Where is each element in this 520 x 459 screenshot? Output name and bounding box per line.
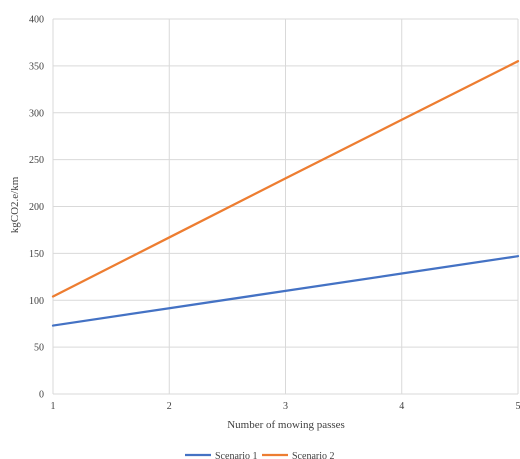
- y-tick-label: 300: [29, 108, 44, 119]
- gridlines: [52, 18, 519, 395]
- y-tick-label: 250: [29, 155, 44, 166]
- series-lines: [51, 60, 520, 327]
- x-tick-label: 3: [283, 401, 288, 412]
- legend-label-2: Scenario 2: [292, 451, 335, 459]
- x-axis-title: Number of mowing passes: [227, 419, 345, 431]
- y-tick-label: 400: [29, 15, 44, 26]
- y-axis-title: kgCO2.e/km: [9, 176, 21, 233]
- legend: Scenario 1 Scenario 2: [185, 451, 335, 459]
- series-line-2: [51, 60, 520, 298]
- y-tick-label: 150: [29, 249, 44, 260]
- x-tick-label: 1: [51, 401, 56, 412]
- y-tick-label: 200: [29, 202, 44, 213]
- y-tick-label: 100: [29, 296, 44, 307]
- y-axis-ticks: 0 50 100 150 200 250 300 350 400: [29, 15, 44, 401]
- x-tick-label: 5: [516, 401, 520, 412]
- y-tick-label: 50: [34, 343, 44, 354]
- legend-label-1: Scenario 1: [215, 451, 258, 459]
- y-tick-label: 0: [39, 390, 44, 401]
- x-tick-label: 2: [167, 401, 172, 412]
- y-tick-label: 350: [29, 61, 44, 72]
- series-line-1: [51, 255, 520, 327]
- x-tick-label: 4: [399, 401, 404, 412]
- x-axis-ticks: 1 2 3 4 5: [51, 401, 520, 412]
